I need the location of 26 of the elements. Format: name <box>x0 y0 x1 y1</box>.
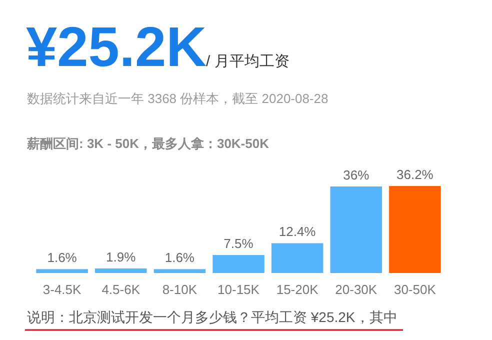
bar <box>36 269 88 273</box>
x-tick-label: 8-10K <box>162 282 198 297</box>
x-tick-label: 4.5-6K <box>102 282 140 297</box>
chart-subtitle: / 月平均工资 <box>206 53 290 70</box>
x-tick-label: 15-20K <box>276 282 319 297</box>
data-label: 12.4% <box>278 224 316 240</box>
bar <box>389 186 441 273</box>
data-label: 7.5% <box>224 236 254 251</box>
x-tick-label: 10-15K <box>218 282 260 297</box>
bar <box>212 254 264 273</box>
bar <box>154 269 206 273</box>
bar <box>330 186 382 273</box>
bar <box>94 268 147 273</box>
x-tick-label: 30-50K <box>394 282 436 297</box>
x-tick-label: 3-4.5K <box>42 282 82 297</box>
text: 数据统计来自近一年 3368 份样本，截至 2020-08-28 <box>27 91 328 106</box>
data-label: 36.2% <box>396 167 434 182</box>
bar <box>271 243 324 273</box>
chart-title: ¥25.2K <box>26 15 207 78</box>
data-label: 1.6% <box>164 250 195 266</box>
data-label: 1.9% <box>106 249 136 264</box>
data-label: 36% <box>343 167 370 182</box>
text: 薪酬区间: 3K - 50K，最多人拿：30K-50K <box>26 136 270 151</box>
text: 说明：北京测试开发一个月多少钱？平均工资 ¥25.2K，其中 <box>27 309 398 325</box>
data-label: 1.6% <box>47 250 78 266</box>
x-tick-label: 20-30K <box>335 282 378 297</box>
